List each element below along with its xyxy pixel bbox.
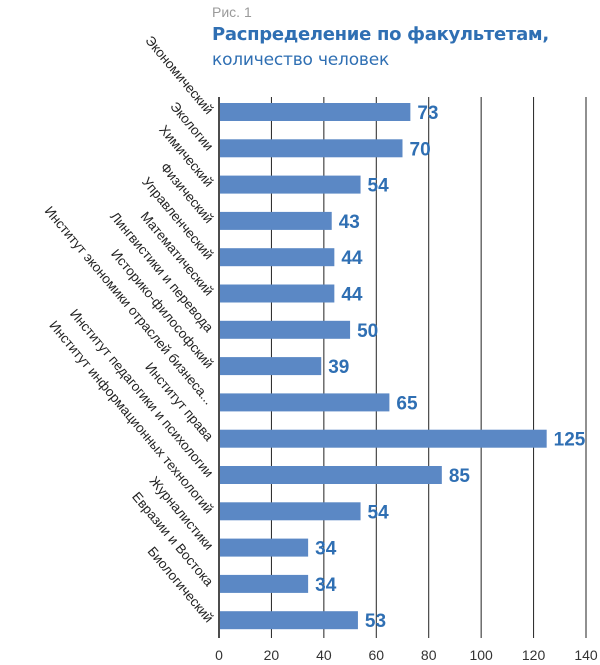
x-tick-label: 120 <box>522 647 546 663</box>
data-label: 70 <box>410 139 431 160</box>
x-tick-label: 20 <box>264 647 280 663</box>
bar <box>220 574 309 593</box>
data-label: 44 <box>341 285 363 306</box>
bar <box>220 248 335 267</box>
bar <box>220 139 403 158</box>
chart-title: Распределение по факультетам, <box>212 24 549 45</box>
data-label: 85 <box>449 466 471 487</box>
chart-subtitle: количество человек <box>212 50 390 70</box>
x-tick-label: 60 <box>368 647 384 663</box>
data-label: 54 <box>368 176 390 197</box>
x-tick-label: 0 <box>215 647 223 663</box>
x-tick-label: 140 <box>574 647 598 663</box>
bar <box>220 538 309 557</box>
data-label: 34 <box>315 539 337 560</box>
bar <box>220 211 332 230</box>
bar <box>220 429 547 448</box>
bar <box>220 175 361 194</box>
figure-label: Рис. 1 <box>212 4 252 20</box>
bar <box>220 393 390 412</box>
bar <box>220 502 361 521</box>
data-label: 39 <box>328 357 349 378</box>
bar <box>220 320 351 339</box>
data-label: 73 <box>417 103 438 124</box>
x-tick-label: 40 <box>316 647 332 663</box>
bar <box>220 357 322 376</box>
bar <box>220 284 335 303</box>
data-label: 54 <box>368 502 390 523</box>
data-label: 44 <box>341 248 363 269</box>
bar <box>220 103 411 121</box>
data-label: 34 <box>315 575 337 596</box>
x-tick-label: 80 <box>421 647 437 663</box>
data-label: 43 <box>339 212 360 233</box>
data-label: 53 <box>365 611 386 632</box>
x-tick-label: 100 <box>469 647 493 663</box>
data-label: 125 <box>554 430 586 451</box>
data-label: 50 <box>357 321 378 342</box>
bar <box>220 466 442 484</box>
bar <box>220 611 358 630</box>
data-label: 65 <box>396 393 418 414</box>
